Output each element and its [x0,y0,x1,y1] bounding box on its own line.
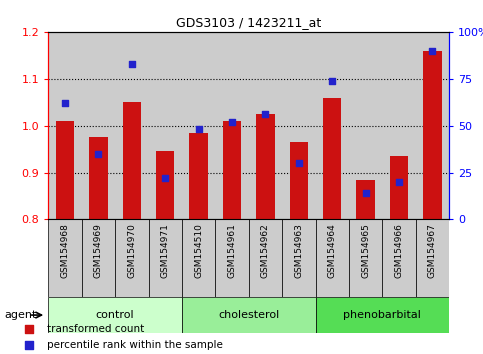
Bar [115,32,149,219]
Text: GSM154510: GSM154510 [194,223,203,278]
Bar [82,32,115,219]
Bar [56,121,74,219]
Point [25,342,32,348]
Point [128,61,136,67]
Bar [416,219,449,297]
Bar [349,219,383,297]
Title: GDS3103 / 1423211_at: GDS3103 / 1423211_at [176,16,321,29]
Bar [182,219,215,297]
Text: GSM154971: GSM154971 [161,223,170,278]
Bar [82,219,115,297]
Text: GSM154961: GSM154961 [227,223,237,278]
Bar [48,297,182,333]
Bar [215,32,249,219]
Point [195,127,202,132]
Text: GSM154967: GSM154967 [428,223,437,278]
Bar [256,114,275,219]
Text: phenobarbital: phenobarbital [343,310,421,320]
Text: GSM154968: GSM154968 [60,223,70,278]
Bar [48,32,82,219]
Point [295,160,303,166]
Bar [290,142,308,219]
Bar [349,32,383,219]
Text: percentile rank within the sample: percentile rank within the sample [47,340,223,350]
Bar [315,219,349,297]
Bar [315,32,349,219]
Text: GSM154964: GSM154964 [328,223,337,278]
Bar [182,32,215,219]
Bar [315,297,449,333]
Bar [249,219,282,297]
Bar [323,97,341,219]
Text: GSM154962: GSM154962 [261,223,270,278]
Point [95,151,102,156]
Point [61,100,69,106]
Bar [156,152,174,219]
Bar [149,32,182,219]
Text: cholesterol: cholesterol [218,310,279,320]
Bar [115,219,149,297]
Bar [249,32,282,219]
Bar [48,219,82,297]
Point [328,78,336,84]
Text: agent: agent [5,310,37,320]
Text: GSM154965: GSM154965 [361,223,370,278]
Text: GSM154969: GSM154969 [94,223,103,278]
Text: control: control [96,310,134,320]
Text: GSM154966: GSM154966 [395,223,404,278]
Point [228,119,236,125]
Point [428,48,436,53]
Bar [282,219,315,297]
Bar [123,102,141,219]
Bar [215,219,249,297]
Bar [383,32,416,219]
Bar [390,156,408,219]
Text: transformed count: transformed count [47,324,144,334]
Bar [423,51,441,219]
Point [25,326,32,332]
Bar [189,133,208,219]
Bar [383,219,416,297]
Text: GSM154970: GSM154970 [128,223,136,278]
Bar [223,121,241,219]
Bar [182,297,315,333]
Point [161,175,169,181]
Bar [89,137,108,219]
Bar [149,219,182,297]
Bar [416,32,449,219]
Point [395,179,403,185]
Bar [282,32,315,219]
Text: GSM154963: GSM154963 [294,223,303,278]
Point [362,190,369,196]
Bar [356,179,375,219]
Point [262,112,270,117]
